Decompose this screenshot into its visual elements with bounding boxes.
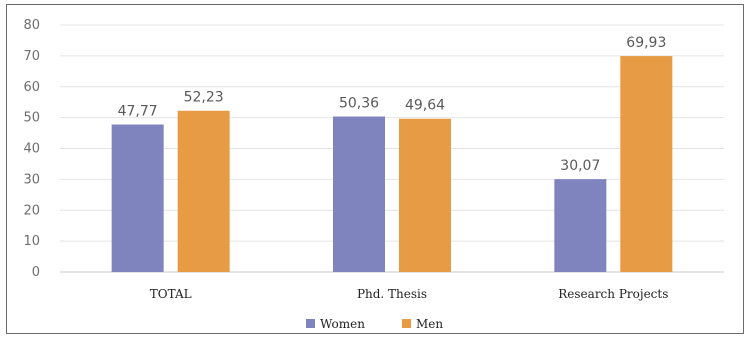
y-tick-label: 10 [23,234,40,249]
bar-men [620,56,673,272]
legend-label-women: Women [320,317,365,331]
y-axis: 0 10 20 30 40 50 60 70 80 [23,18,40,280]
bar-men [399,118,451,272]
data-label: 47,77 [118,104,158,120]
y-tick-label: 50 [23,111,40,126]
legend-swatch-women [306,319,315,328]
bar-women [333,116,385,273]
y-tick-label: 70 [23,49,40,64]
x-axis: TOTAL Phd. Thesis Research Projects [150,287,669,301]
x-tick-label: Research Projects [558,287,668,301]
legend-label-men: Men [416,317,443,331]
bars: 47,77 52,23 50,36 49,64 30,07 69,93 [111,35,673,273]
data-label: 49,64 [405,98,445,114]
data-label: 52,23 [184,90,224,106]
data-label: 69,93 [626,35,666,51]
y-tick-label: 80 [23,18,40,33]
x-tick-label: TOTAL [150,287,192,301]
bar-women [554,179,607,272]
data-label: 30,07 [560,158,600,174]
y-tick-label: 30 [23,172,40,187]
legend-swatch-men [402,319,411,328]
bar-women [111,124,164,272]
legend: Women Men [306,317,443,331]
y-tick-label: 20 [23,203,40,218]
x-tick-label: Phd. Thesis [357,287,427,301]
y-tick-label: 60 [23,80,40,95]
y-tick-label: 0 [32,265,40,280]
bar-men [177,110,230,273]
y-tick-label: 40 [23,142,40,157]
gridlines [60,24,724,273]
data-label: 50,36 [339,96,379,112]
